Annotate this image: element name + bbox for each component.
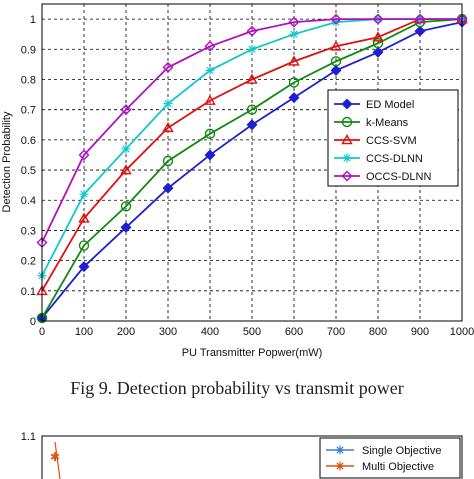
series-line-single-2 bbox=[54, 441, 61, 479]
legend-entry: Multi Objective bbox=[362, 461, 434, 473]
data-point bbox=[162, 61, 174, 73]
data-point bbox=[414, 25, 426, 37]
legend: ED Model k-Means CCS-SVM CCS-DLNN OCCS-DLNN bbox=[327, 89, 459, 187]
data-point bbox=[78, 261, 90, 273]
x-tick-label: 100 bbox=[75, 326, 93, 338]
series-line bbox=[41, 18, 462, 243]
data-point bbox=[79, 189, 89, 199]
x-tick-label: 900 bbox=[411, 326, 429, 338]
data-point bbox=[78, 149, 90, 161]
data-point bbox=[78, 212, 90, 223]
legend-marker bbox=[341, 116, 353, 128]
y-tick-label: 0.4 bbox=[21, 195, 36, 207]
x-tick-label: 400 bbox=[201, 326, 219, 338]
x-tick-label: 600 bbox=[285, 326, 303, 338]
x-tick-label: 700 bbox=[327, 326, 345, 338]
data-point bbox=[288, 92, 300, 104]
series-ed-model bbox=[36, 16, 468, 324]
y-tick-label: 0.9 bbox=[21, 44, 36, 56]
y-axis-label: Detection Probability bbox=[1, 111, 13, 212]
y-tick-label: 0 bbox=[30, 316, 36, 328]
data-point bbox=[246, 73, 258, 84]
data-point bbox=[372, 38, 384, 49]
x-axis-label: PU Transmitter Popwer(mW) bbox=[182, 347, 323, 359]
data-point bbox=[372, 31, 384, 42]
series-line bbox=[41, 18, 463, 319]
legend-entry: Single Objective bbox=[362, 445, 442, 457]
legend-entry: k-Means bbox=[366, 117, 409, 129]
data-point bbox=[288, 77, 300, 88]
series-marker-2: ✱ bbox=[50, 450, 60, 464]
plot-frame bbox=[41, 3, 463, 322]
y-tick-label: 0.6 bbox=[21, 135, 36, 147]
legend-marker bbox=[342, 153, 352, 163]
legend-entry: OCCS-DLNN bbox=[366, 171, 431, 183]
data-point bbox=[162, 121, 174, 133]
detection-probability-chart: 0 100 200 300 400 500 600 700 800 900 1000 0 0.1 0.2… bbox=[1, 3, 474, 359]
data-point bbox=[330, 64, 342, 76]
data-point bbox=[330, 40, 342, 51]
x-tick-label: 300 bbox=[159, 326, 177, 338]
data-point bbox=[204, 149, 216, 161]
y-tick-label: 0.3 bbox=[21, 225, 36, 237]
data-point bbox=[120, 164, 132, 175]
data-point bbox=[331, 17, 341, 27]
data-point bbox=[162, 182, 174, 194]
data-point bbox=[162, 155, 174, 167]
data-point bbox=[120, 221, 132, 233]
y-tick-label: 0.7 bbox=[21, 105, 36, 117]
data-point bbox=[204, 94, 216, 105]
legend-entry: ED Model bbox=[366, 99, 414, 111]
legend-entry: CCS-DLNN bbox=[366, 153, 423, 165]
y-tick-label-top-2: 1.1 bbox=[21, 431, 36, 443]
data-point bbox=[78, 240, 90, 251]
legend-marker bbox=[341, 134, 353, 145]
data-point bbox=[246, 104, 258, 115]
y-tick-label: 0.8 bbox=[21, 74, 36, 86]
data-point bbox=[288, 55, 300, 66]
y-tick-label: 0.2 bbox=[21, 256, 36, 268]
data-point bbox=[204, 128, 216, 140]
data-point bbox=[414, 13, 426, 25]
data-point bbox=[247, 44, 257, 54]
data-point bbox=[204, 40, 216, 52]
x-tick-label: 200 bbox=[117, 326, 135, 338]
legend-marker bbox=[341, 98, 353, 110]
data-point bbox=[121, 144, 131, 154]
x-tick-labels: 0 100 200 300 400 500 600 700 800 900 1000 bbox=[39, 326, 474, 338]
legend-2: Single Objective Multi Objective bbox=[319, 437, 461, 479]
legend-entry: CCS-SVM bbox=[366, 135, 417, 147]
legend-marker bbox=[335, 445, 345, 455]
second-chart-partial: 1.1 ✱ Single Objective Multi Objective bbox=[21, 431, 463, 479]
data-point bbox=[372, 13, 384, 25]
data-point bbox=[288, 16, 300, 28]
x-tick-label: 1000 bbox=[450, 326, 474, 338]
y-tick-label: 1 bbox=[30, 14, 36, 26]
data-point bbox=[289, 29, 299, 39]
y-tick-labels: 0 0.1 0.2 0.3 0.4 0.5 0.6 0.7 0.8 0.9 1 bbox=[21, 14, 36, 328]
figure-caption: Fig 9. Detection probability vs transmit… bbox=[70, 378, 404, 398]
data-point bbox=[246, 119, 258, 131]
data-point bbox=[246, 25, 258, 37]
legend-box-2 bbox=[319, 437, 461, 479]
series-line bbox=[41, 18, 462, 292]
data-point bbox=[205, 65, 215, 75]
data-point bbox=[330, 56, 342, 67]
legend-marker bbox=[341, 170, 353, 182]
data-point bbox=[120, 104, 132, 116]
x-tick-label: 500 bbox=[243, 326, 261, 338]
series-lines bbox=[36, 13, 468, 324]
y-tick-label: 0.5 bbox=[21, 165, 36, 177]
x-tick-label: 800 bbox=[369, 326, 387, 338]
legend-marker bbox=[335, 461, 345, 471]
y-tick-label: 0.1 bbox=[21, 286, 36, 298]
x-tick-label: 0 bbox=[39, 326, 45, 338]
data-point bbox=[163, 99, 173, 109]
data-point bbox=[372, 46, 384, 58]
data-point bbox=[120, 201, 132, 212]
data-point bbox=[330, 13, 342, 25]
